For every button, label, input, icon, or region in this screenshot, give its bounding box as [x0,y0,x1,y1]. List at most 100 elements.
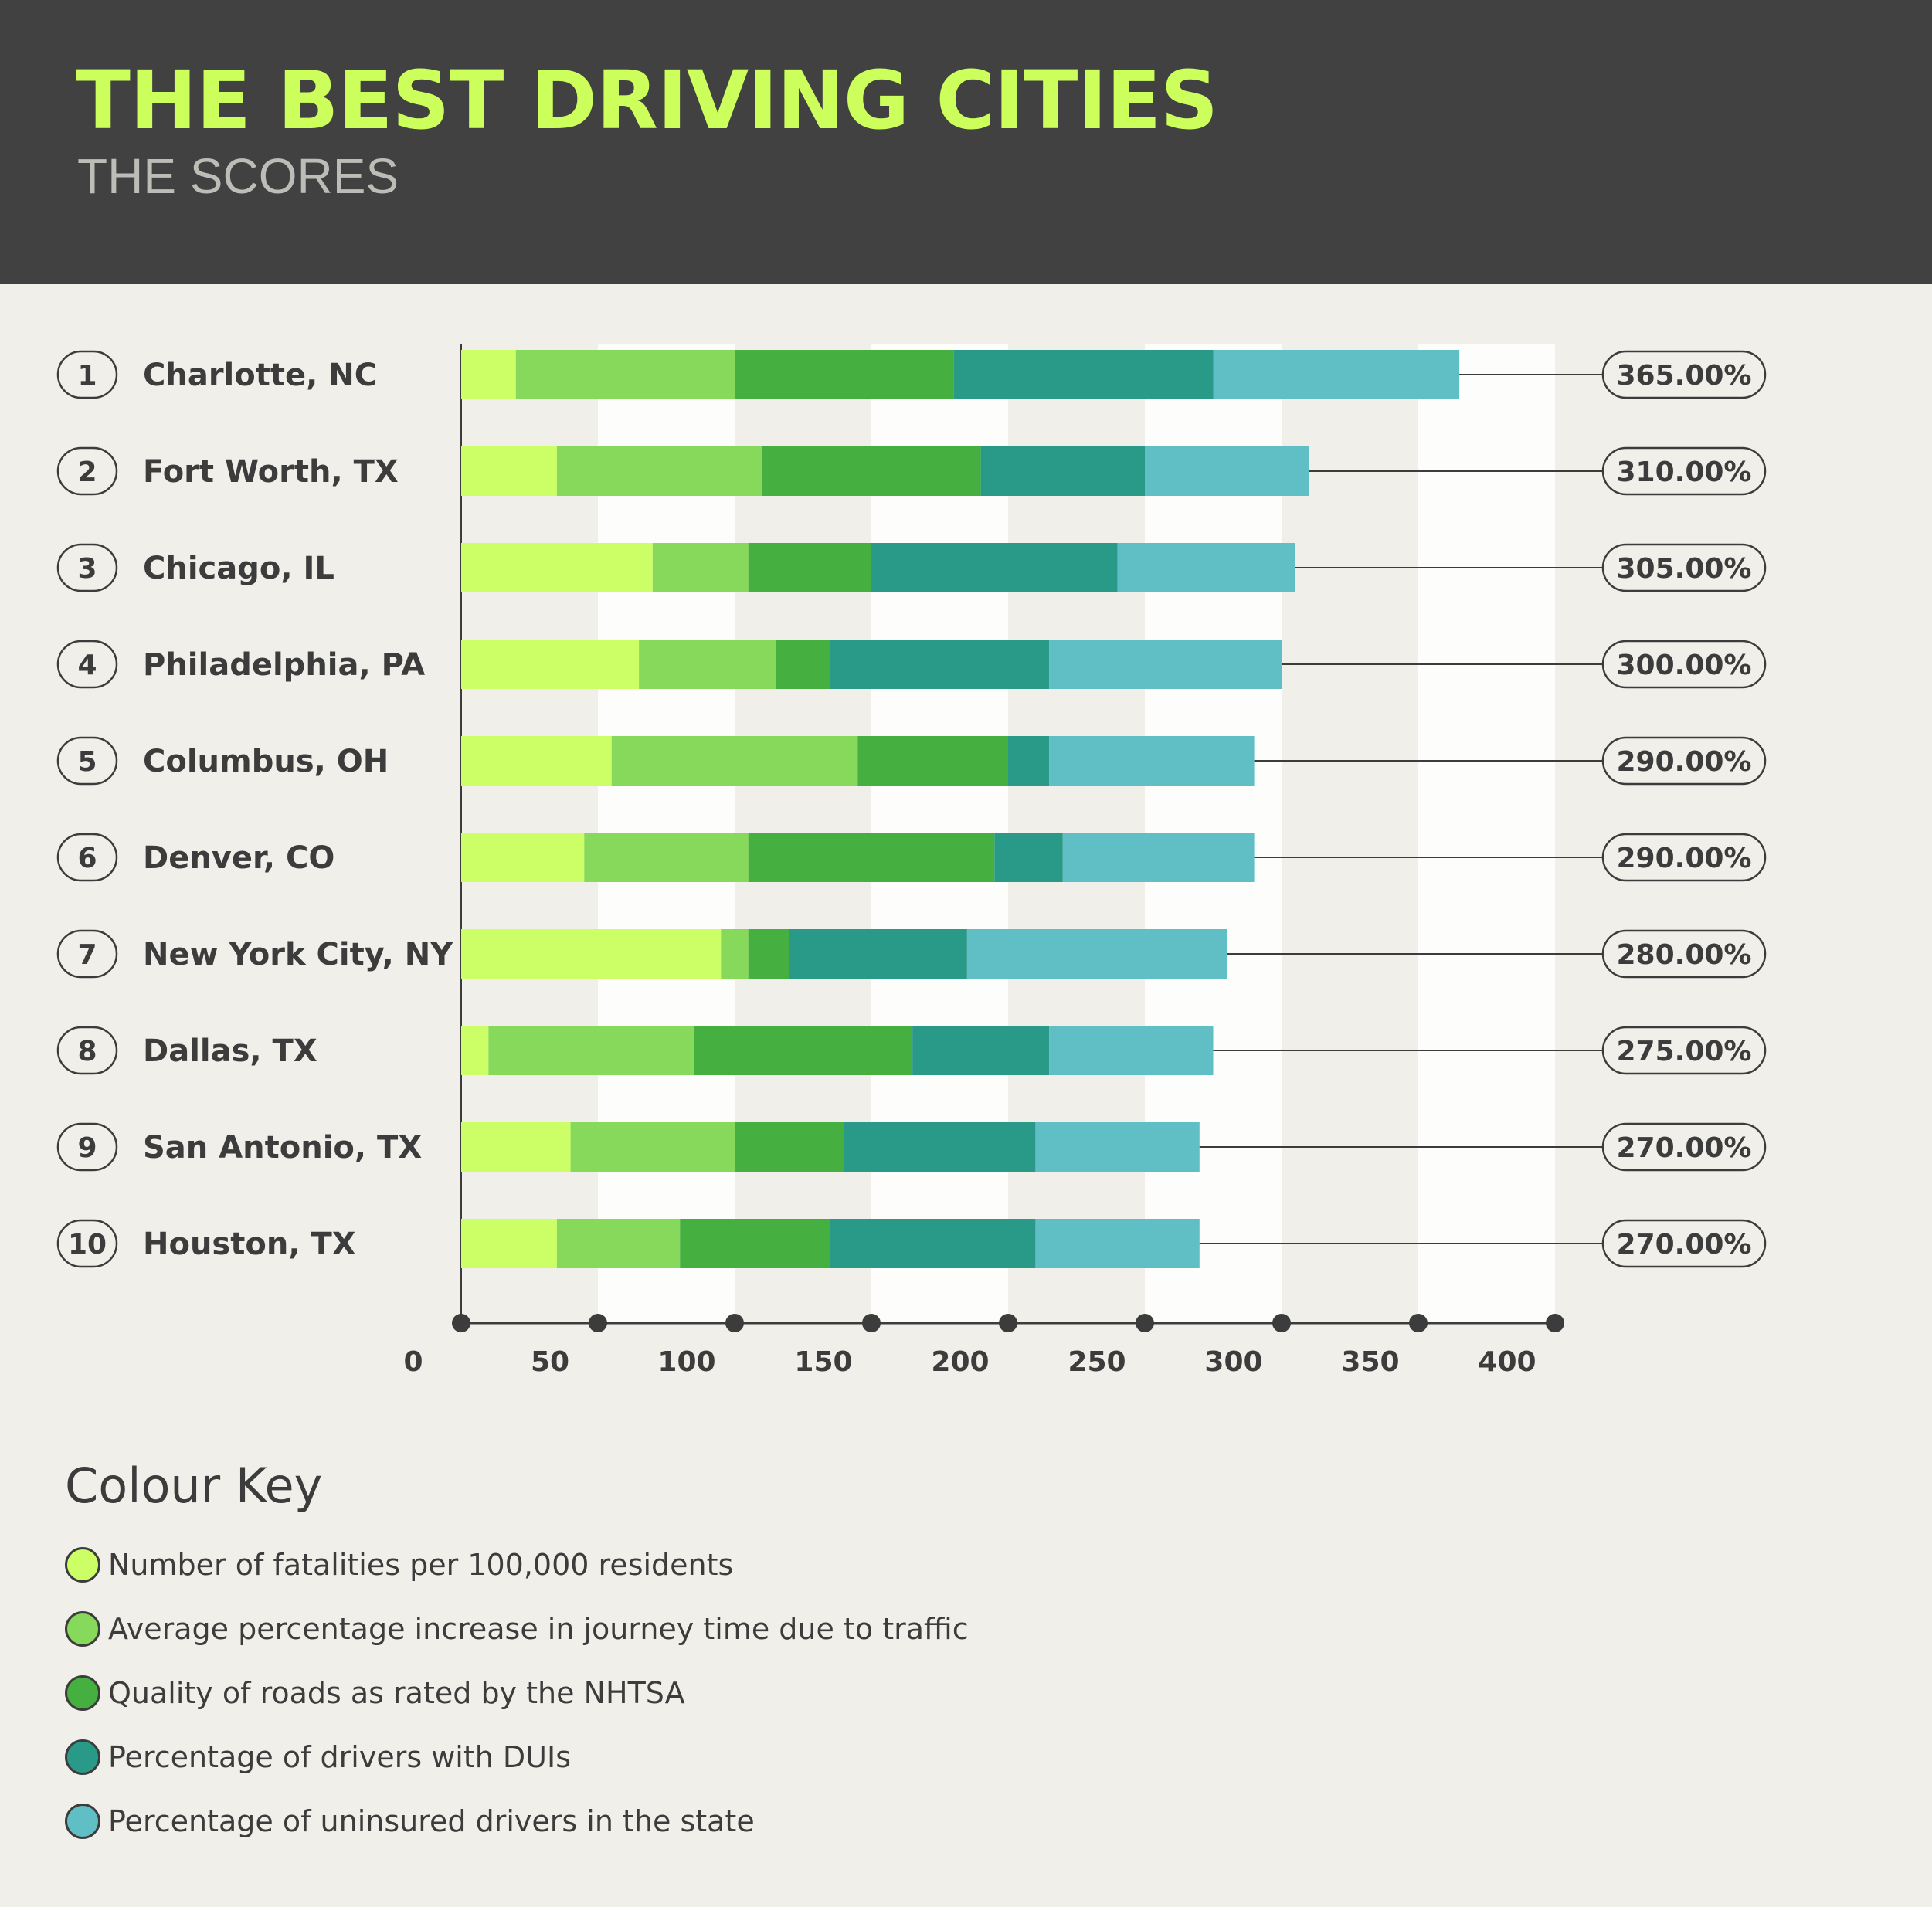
bar-segment [693,1026,913,1075]
bar-segment [461,1219,557,1268]
bar-segment [652,543,749,592]
total-badge [1601,640,1767,689]
page-title: THE BEST DRIVING CITIES [76,53,1218,148]
city-label: New York City, NY [143,937,453,972]
legend-label: Average percentage increase in journey t… [108,1612,969,1646]
bar-segment [871,543,1118,592]
bar-segment [912,1026,1050,1075]
city-label: Charlotte, NC [143,358,377,393]
rank-badge [56,833,118,882]
total-label: 305.00% [1617,553,1752,585]
bar-segment [1035,1219,1200,1268]
bar-segment [570,1122,735,1172]
total-badge [1601,929,1767,979]
rank-badge [56,446,118,496]
bar-segment [1008,736,1050,786]
bar-segment [611,736,858,786]
rank-badge [56,1026,118,1075]
bar-segment [735,1122,844,1172]
bar-segment [789,929,967,979]
bar-segment [1049,736,1255,786]
x-tick-marker [1136,1314,1154,1332]
bar-segment [844,1122,1036,1172]
bar-segment [584,833,749,882]
x-tick-marker [999,1314,1017,1332]
rank-number: 9 [77,1132,97,1164]
total-label: 365.00% [1617,360,1752,392]
x-tick-label: 200 [931,1346,989,1378]
bar-segment [1117,543,1295,592]
legend-swatch [65,1675,100,1711]
x-tick-label: 100 [657,1346,715,1378]
rank-number: 5 [77,746,97,778]
bar-segment [488,1026,694,1075]
city-label: Philadelphia, PA [143,647,425,683]
city-label: San Antonio, TX [143,1130,422,1166]
x-tick-label: 50 [531,1346,569,1378]
bar-segment [966,929,1227,979]
bar-segment [735,350,954,399]
bar-segment [461,640,640,689]
total-badge [1601,446,1767,496]
bar-segment [762,446,981,496]
bar-segment [830,1219,1036,1268]
total-label: 275.00% [1617,1036,1752,1067]
rank-badge [56,1122,118,1172]
bar-segment [748,833,995,882]
bar-segment [1145,446,1309,496]
x-tick-marker [589,1314,607,1332]
bar-segment [461,929,722,979]
bar-segment [953,350,1214,399]
total-badge [1601,1122,1767,1172]
total-label: 290.00% [1617,746,1752,778]
header-banner: THE BEST DRIVING CITIES THE SCORES [0,0,1932,284]
city-label: Denver, CO [143,840,334,876]
legend-label: Percentage of drivers with DUIs [108,1740,572,1774]
legend-label: Percentage of uninsured drivers in the s… [108,1804,755,1838]
bar-segment [461,736,612,786]
x-tick-marker [1409,1314,1428,1332]
x-tick-marker [1272,1314,1291,1332]
legend-title: Colour Key [65,1457,323,1514]
legend-label: Quality of roads as rated by the NHTSA [108,1676,685,1710]
rank-number: 3 [77,553,97,585]
bar-segment [1213,350,1460,399]
rank-badge [56,1219,118,1268]
bar-segment [461,1026,489,1075]
city-label: Houston, TX [143,1227,356,1262]
total-badge [1601,543,1767,592]
bar-segment [556,446,762,496]
bar-segment [721,929,749,979]
bar-segment [1049,640,1282,689]
city-label: Fort Worth, TX [143,454,399,490]
legend-swatch [65,1804,100,1839]
bar-segment [680,1219,830,1268]
rank-number: 7 [77,939,97,971]
x-tick-label: 350 [1341,1346,1399,1378]
x-tick-label: 250 [1068,1346,1126,1378]
bar-segment [748,929,789,979]
x-tick-marker [725,1314,744,1332]
total-label: 290.00% [1617,843,1752,874]
bar-segment [1035,1122,1200,1172]
rank-badge [56,543,118,592]
x-tick-marker [452,1314,470,1332]
total-badge [1601,833,1767,882]
legend-swatch [65,1739,100,1775]
city-label: Chicago, IL [143,551,334,586]
x-tick-label: 400 [1478,1346,1536,1378]
bar-segment [461,833,585,882]
legend-swatch [65,1547,100,1583]
grid-band [1418,344,1555,1323]
bar-segment [1062,833,1255,882]
total-label: 310.00% [1617,456,1752,488]
total-badge [1601,1219,1767,1268]
rank-number: 1 [77,360,97,392]
total-badge [1601,1026,1767,1075]
bar-segment [461,350,516,399]
page-subtitle: THE SCORES [77,148,399,204]
bar-segment [515,350,735,399]
x-tick-marker [862,1314,881,1332]
bar-segment [748,543,871,592]
legend-swatch [65,1611,100,1647]
